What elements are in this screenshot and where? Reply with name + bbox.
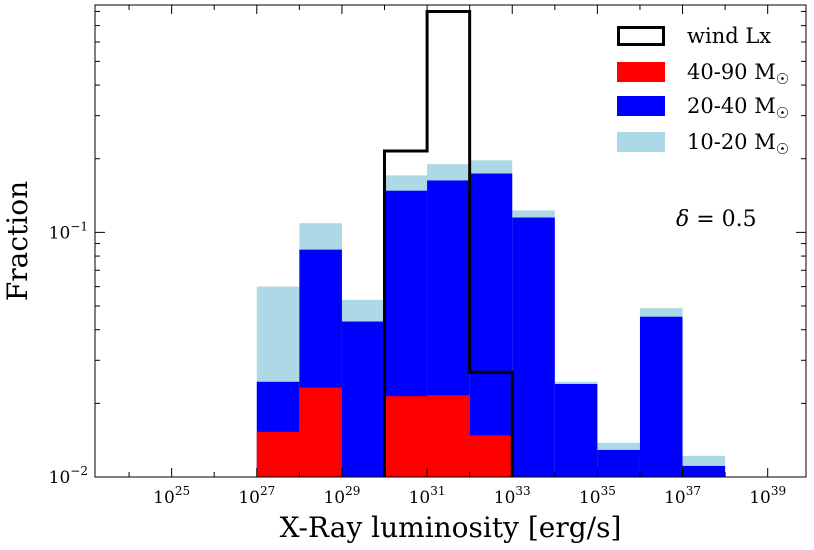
x-tick-label-35: 1035 (579, 484, 616, 508)
x-tick-label-39: 1039 (749, 484, 786, 508)
tick-labels: 1025 1027 1029 1031 1033 1035 1037 1039 10−2 10−1 (49, 219, 786, 508)
bar-20-40-m-bin-8 (597, 449, 640, 477)
bar-40-90-m-bin-4 (427, 395, 470, 477)
bar-40-90-m-bin-0 (256, 431, 300, 477)
y-tick-label-2: 10−2 (49, 464, 88, 488)
y-tick-label-1: 10−1 (49, 219, 88, 243)
y-axis-title: Fraction (1, 181, 34, 301)
legend-swatch-40-90-m-msun (617, 62, 665, 82)
bar-20-40-m-bin-5 (469, 173, 513, 477)
x-axis-title: X-Ray luminosity [erg/s] (280, 511, 622, 544)
bar-20-40-m-bin-10 (682, 465, 726, 477)
legend: wind Lx 40-90 M☉ 20-40 M☉ 10-20 M☉ (617, 24, 789, 158)
bar-40-90-m-bin-5 (469, 435, 513, 477)
legend-label-wind-lx: wind Lx (687, 24, 771, 48)
x-tick-label-25: 1025 (153, 484, 190, 508)
bars-20-40-msun (256, 173, 726, 477)
delta-annotation: δ = 0.5 (676, 207, 757, 232)
axis-ticks (95, 5, 806, 478)
x-tick-label-33: 1033 (494, 484, 531, 508)
x-tick-label-29: 1029 (323, 484, 360, 508)
bar-40-90-m-bin-1 (299, 387, 342, 477)
bar-20-40-m-bin-9 (639, 316, 683, 477)
legend-swatch-20-40-m-msun (617, 96, 665, 116)
legend-label-10-20-m-msun: 10-20 M☉ (687, 130, 789, 158)
bars-40-90-msun (256, 387, 513, 477)
x-tick-label-37: 1037 (664, 484, 701, 508)
legend-label-40-90-m-msun: 40-90 M☉ (687, 60, 789, 88)
delta-value: = 0.5 (689, 207, 756, 232)
delta-symbol: δ (676, 207, 689, 232)
bar-20-40-m-bin-7 (554, 383, 598, 477)
legend-label-20-40-m-msun: 20-40 M☉ (687, 94, 789, 122)
legend-swatch-10-20-m-msun (617, 132, 665, 152)
wind-lx-outline (383, 9, 514, 477)
x-tick-label-27: 1027 (238, 484, 275, 508)
bar-20-40-m-bin-2 (341, 321, 385, 477)
x-tick-label-31: 1031 (409, 484, 446, 508)
bar-40-90-m-bin-3 (384, 396, 428, 477)
plot-frame (94, 4, 807, 478)
legend-swatch-wind-lx (617, 26, 665, 46)
bar-20-40-m-bin-6 (512, 217, 555, 477)
